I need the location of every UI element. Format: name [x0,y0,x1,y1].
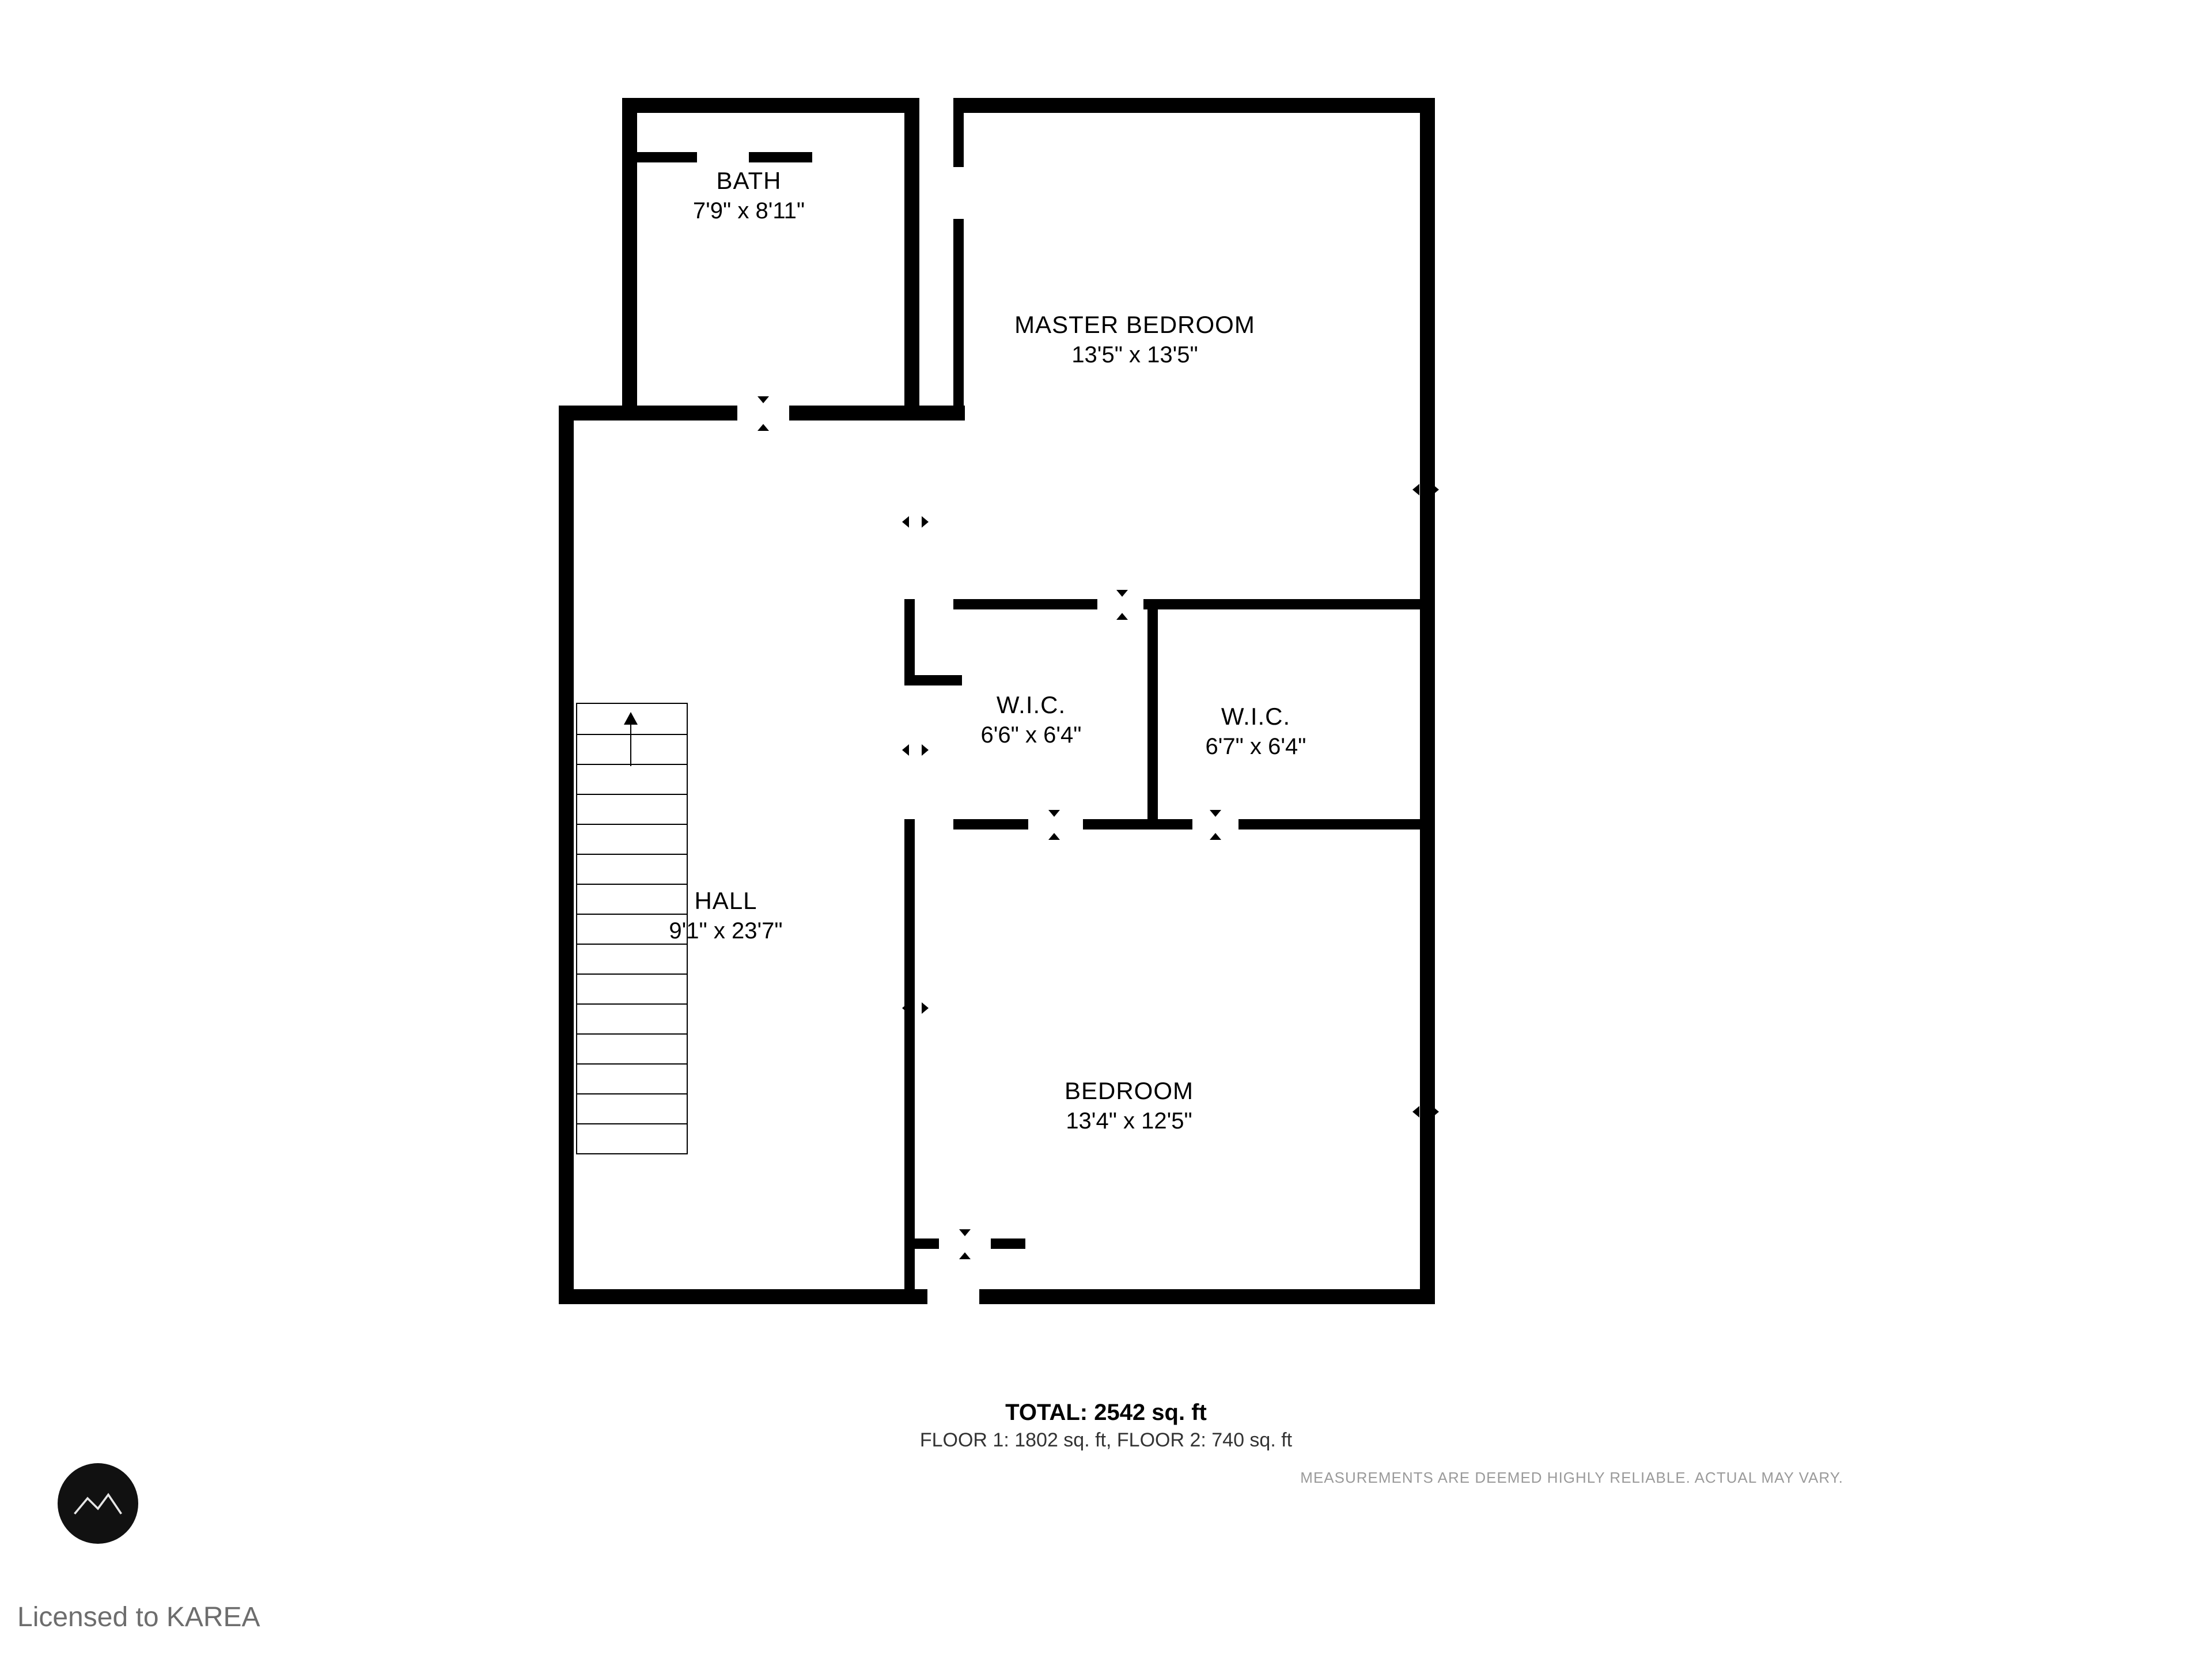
door-mark-icon [1210,810,1221,817]
door-mark-icon [1210,833,1221,840]
room-name: BEDROOM [985,1077,1273,1105]
door-mark-icon [1116,590,1128,597]
door-mark-icon [1048,810,1060,817]
wall-segment [953,98,1420,113]
door-mark-icon [902,516,909,528]
door-mark-icon [1432,484,1439,495]
door-mark-icon [922,1002,929,1014]
room-label-wic2: W.I.C. 6'7" x 6'4" [1112,703,1400,760]
door-mark-icon [1412,1106,1419,1118]
stair-tread [577,914,687,915]
room-label-bedroom: BEDROOM 13'4" x 12'5" [985,1077,1273,1134]
wall-segment [904,98,919,409]
wall-segment [559,406,574,1304]
door-mark-icon [922,744,929,756]
door-mark-icon [922,516,929,528]
footer: TOTAL: 2542 sq. ft FLOOR 1: 1802 sq. ft, … [0,1400,2212,1452]
room-dimensions: 13'4" x 12'5" [985,1108,1273,1134]
room-label-bath: BATH 7'9" x 8'11" [605,167,893,224]
wall-segment [789,406,965,421]
door-mark-icon [1432,1106,1439,1118]
stair-arrow-head-icon [624,712,638,725]
wall-segment [559,406,737,421]
room-dimensions: 7'9" x 8'11" [605,198,893,224]
stair-tread [577,734,687,735]
wall-segment [622,98,637,421]
wall-segment [953,219,964,409]
wall-segment [1420,830,1435,1304]
wall-segment [953,599,1097,609]
door-mark-icon [959,1229,971,1236]
wall-segment [904,675,962,685]
wall-segment [634,152,697,162]
wall-segment [904,599,915,685]
stair-tread [577,824,687,825]
stairs [576,703,688,1154]
stair-tread [577,944,687,945]
wall-segment [904,1238,915,1296]
wall-segment [1420,98,1435,835]
wall-segment [979,1289,1435,1304]
room-name: MASTER BEDROOM [991,311,1279,339]
wall-segment [1143,599,1435,609]
door-mark-icon [1048,833,1060,840]
stair-tread [577,1033,687,1035]
stair-tread [577,884,687,885]
room-dimensions: 6'7" x 6'4" [1112,734,1400,760]
wall-segment [904,819,915,1304]
footer-total: TOTAL: 2542 sq. ft [0,1400,2212,1426]
stair-tread [577,1003,687,1005]
room-label-master: MASTER BEDROOM 13'5" x 13'5" [991,311,1279,368]
door-mark-icon [1412,484,1419,495]
wall-segment [622,98,904,113]
room-name: W.I.C. [1112,703,1400,730]
stair-tread [577,794,687,795]
room-name: BATH [605,167,893,195]
disclaimer-text: MEASUREMENTS ARE DEEMED HIGHLY RELIABLE.… [1300,1469,1843,1487]
wall-segment [953,98,964,167]
wall-segment [991,1238,1025,1249]
license-text: Licensed to KAREA [17,1601,260,1633]
wall-segment [953,819,1028,830]
door-mark-icon [959,1252,971,1259]
stair-tread [577,974,687,975]
door-mark-icon [1116,613,1128,620]
door-mark-icon [757,424,769,431]
floorplan-stage: BATH 7'9" x 8'11" MASTER BEDROOM 13'5" x 13… [0,0,2212,1659]
footer-floors: FLOOR 1: 1802 sq. ft, FLOOR 2: 740 sq. f… [0,1429,2212,1452]
brand-logo-icon [58,1463,138,1544]
stair-tread [577,1123,687,1124]
wall-segment [1238,819,1435,830]
stair-tread [577,1063,687,1065]
door-mark-icon [757,396,769,403]
stair-tread [577,854,687,855]
wall-segment [559,1289,927,1304]
wall-segment [749,152,812,162]
stair-tread [577,764,687,765]
wall-segment [1083,819,1192,830]
room-dimensions: 13'5" x 13'5" [991,342,1279,368]
stair-tread [577,1093,687,1094]
door-mark-icon [902,744,909,756]
door-mark-icon [902,1002,909,1014]
